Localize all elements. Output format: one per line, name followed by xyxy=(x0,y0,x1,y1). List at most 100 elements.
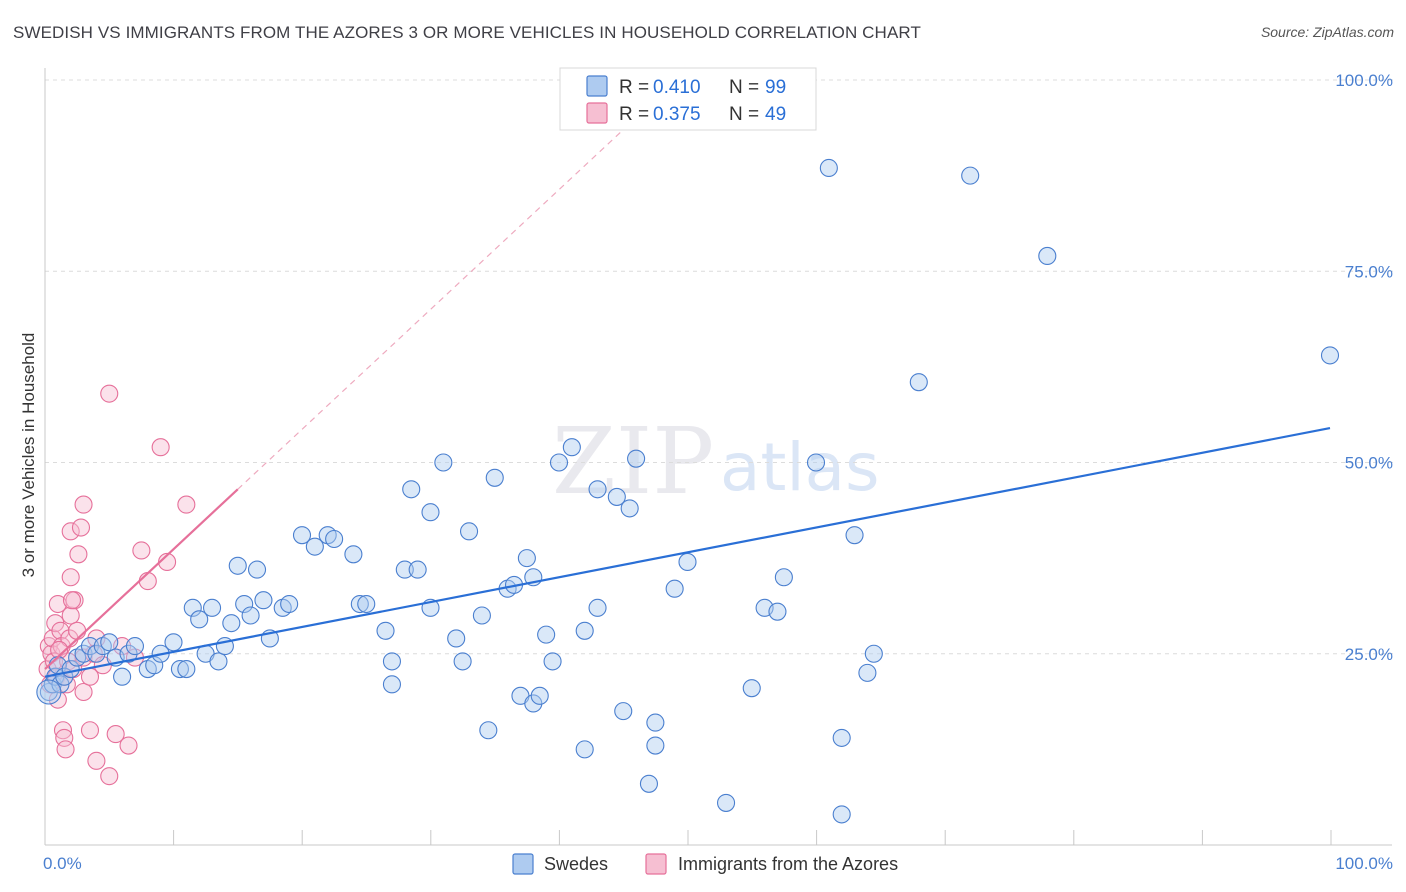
swedes-point xyxy=(209,652,228,671)
swedes-point xyxy=(1038,246,1057,265)
bottom-legend-swatch-azores xyxy=(645,853,667,875)
watermark-zip: ZIP xyxy=(552,408,714,515)
azores-point xyxy=(56,740,75,759)
swedes-point xyxy=(575,740,594,759)
swedes-point xyxy=(395,560,414,579)
swedes-point xyxy=(472,606,491,625)
x-tick-label: 0.0% xyxy=(43,854,82,873)
azores-point xyxy=(48,594,67,614)
legend-n-value-swedes: 99 xyxy=(765,77,786,98)
azores-point xyxy=(100,384,119,403)
swedes-point xyxy=(768,602,787,621)
swedes-point xyxy=(774,568,793,587)
swedes-point xyxy=(524,694,543,713)
azores-point xyxy=(138,572,157,591)
grid-lines xyxy=(45,79,1395,655)
azores-points xyxy=(38,384,196,786)
swedes-point xyxy=(125,637,144,656)
swedes-point xyxy=(639,774,659,793)
swedes-point xyxy=(177,659,196,679)
swedes-point xyxy=(961,166,980,185)
swedes-point xyxy=(832,805,851,824)
azores-point xyxy=(55,728,74,747)
swedes-point xyxy=(742,679,761,698)
swedes-point xyxy=(434,453,453,472)
swedes-point xyxy=(530,686,549,705)
bottom-legend-label-swedes: Swedes xyxy=(544,854,608,874)
swedes-point xyxy=(665,579,684,598)
regression-lines xyxy=(44,129,1331,678)
swedes-point xyxy=(517,549,536,568)
legend-r-value-azores: 0.375 xyxy=(653,104,701,125)
x-tick-label: 100.0% xyxy=(1335,854,1393,873)
swedes-point xyxy=(588,480,607,499)
swedes-point xyxy=(344,545,363,564)
y-tick-label: 50.0% xyxy=(1345,454,1393,473)
swedes-point xyxy=(858,663,877,682)
azores-point xyxy=(61,606,80,625)
azores-point xyxy=(61,568,80,587)
source-credit: Source: ZipAtlas.com xyxy=(1260,24,1394,40)
azores-point xyxy=(100,767,119,786)
swedes-point xyxy=(292,526,312,545)
azores-point xyxy=(177,495,196,514)
azores-point xyxy=(69,545,88,564)
legend-swatch-azores xyxy=(586,102,608,124)
swedes-point xyxy=(562,438,581,457)
swedes-point xyxy=(408,560,427,579)
correlation-legend: R = 0.410 N = 99 R = 0.375 N = 49 xyxy=(559,67,817,131)
azores-point xyxy=(61,522,80,541)
swedes-point xyxy=(459,522,479,541)
swedes-point xyxy=(537,625,556,644)
legend-r-label-azores: R = xyxy=(619,104,649,125)
bottom-legend-label-azores: Immigrants from the Azores xyxy=(678,854,898,874)
swedes-point xyxy=(614,702,633,721)
swedes-point xyxy=(183,598,202,617)
azores-point xyxy=(87,751,106,770)
swedes-point xyxy=(382,652,402,671)
series-legend: Swedes Immigrants from the Azores xyxy=(512,853,898,875)
swedes-point xyxy=(280,594,299,614)
swedes-point xyxy=(832,728,851,747)
swedes-point xyxy=(864,644,883,663)
swedes-point xyxy=(909,373,928,392)
y-tick-label: 100.0% xyxy=(1335,71,1393,90)
chart-title: SWEDISH VS IMMIGRANTS FROM THE AZORES 3 … xyxy=(13,23,921,42)
swedes-point xyxy=(543,652,562,671)
swedes-regression-line xyxy=(44,426,1331,678)
azores-regression-line xyxy=(44,488,239,670)
azores-point xyxy=(62,591,82,610)
legend-n-value-azores: 49 xyxy=(765,104,786,125)
legend-n-label-swedes: N = xyxy=(729,77,759,98)
swedes-point xyxy=(402,480,421,499)
azores-point xyxy=(119,736,138,755)
swedes-point xyxy=(228,556,247,575)
swedes-point xyxy=(646,736,665,755)
swedes-point xyxy=(678,552,697,572)
swedes-point xyxy=(36,679,62,705)
azores-point xyxy=(71,518,91,537)
swedes-point xyxy=(479,721,498,740)
swedes-point xyxy=(357,594,376,614)
swedes-point xyxy=(247,560,267,579)
legend-n-label-azores: N = xyxy=(729,104,759,125)
azores-point xyxy=(68,621,87,640)
legend-r-value-swedes: 0.410 xyxy=(653,77,701,98)
swedes-point xyxy=(575,621,594,640)
swedes-point xyxy=(549,453,569,472)
swedes-point xyxy=(325,529,344,549)
swedes-point xyxy=(607,487,626,506)
swedes-point xyxy=(845,526,864,545)
azores-point xyxy=(80,721,100,740)
azores-point xyxy=(151,438,170,457)
axes xyxy=(44,68,1392,846)
swedes-point xyxy=(620,499,639,518)
swedes-point xyxy=(241,606,260,625)
swedes-point xyxy=(113,667,132,686)
watermark-atlas: atlas xyxy=(720,429,880,506)
swedes-point xyxy=(646,713,665,732)
x-tick-labels: 0.0% 100.0% xyxy=(43,854,1393,873)
swedes-point xyxy=(376,621,395,640)
swedes-point xyxy=(382,675,402,694)
